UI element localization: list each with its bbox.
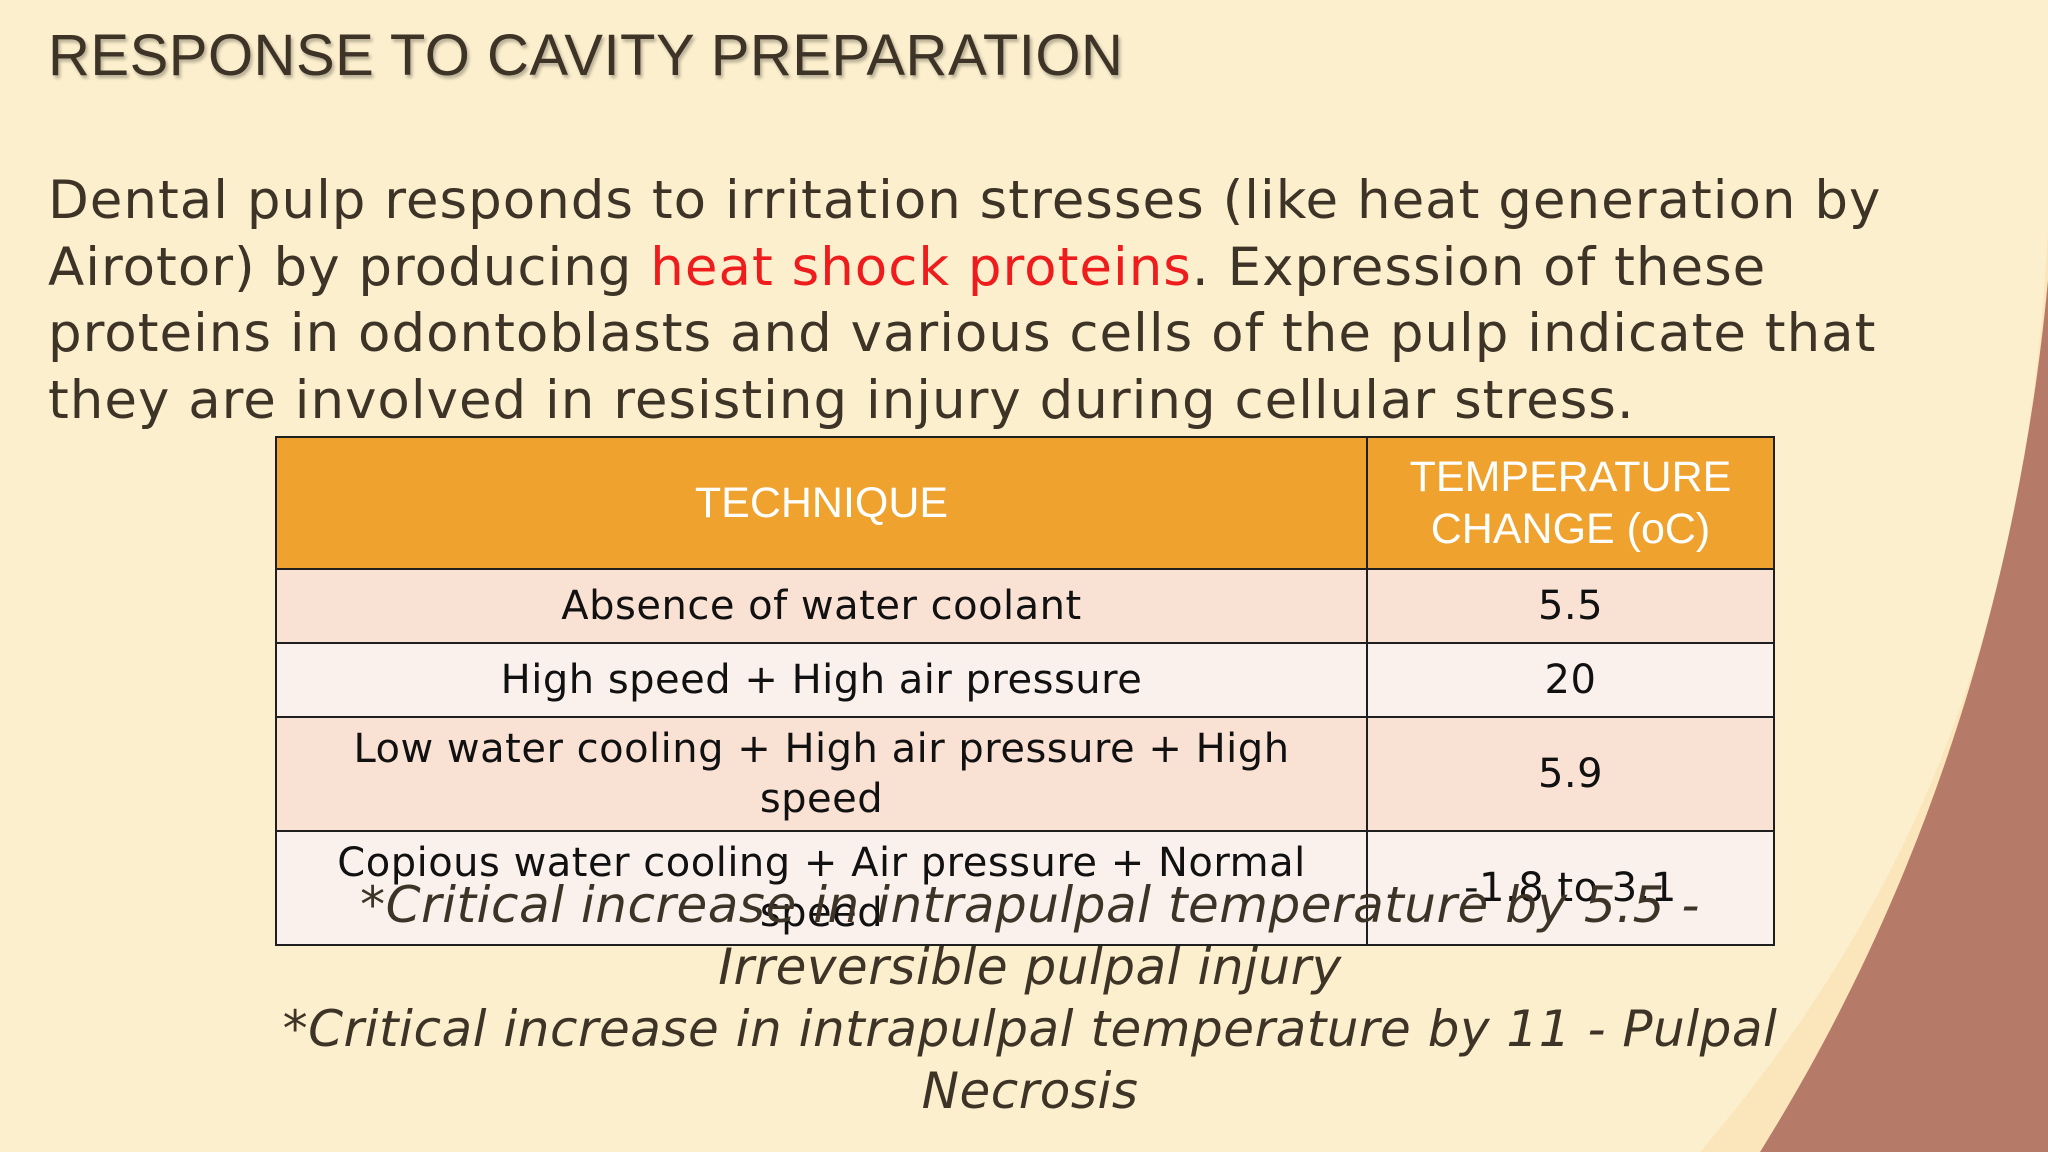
- table-row: Low water cooling + High air pressure + …: [275, 716, 1775, 832]
- intro-text-start: Dental pulp responds to irritation stres…: [48, 170, 1882, 298]
- technique-cell: Low water cooling + High air pressure + …: [275, 716, 1368, 832]
- highlight-term: heat shock proteins: [650, 236, 1192, 298]
- table-header-row: TECHNIQUE TEMPERATURE CHANGE (oC): [275, 436, 1775, 570]
- change-cell: -1.8 to 3.1: [1366, 830, 1775, 946]
- change-cell: 5.9: [1366, 716, 1775, 832]
- table-row: High speed + High air pressure 20: [275, 642, 1775, 718]
- change-cell: 20: [1366, 642, 1775, 718]
- critical-notes: *Critical increase in intrapulpal temper…: [230, 874, 1830, 1122]
- note-pulpal-necrosis: *Critical increase in intrapulpal temper…: [282, 1000, 1778, 1120]
- temperature-table: TECHNIQUE TEMPERATURE CHANGE (oC) Absenc…: [275, 436, 1775, 946]
- header-technique: TECHNIQUE: [275, 436, 1368, 570]
- slide-title: RESPONSE TO CAVITY PREPARATION: [48, 23, 1124, 88]
- intro-paragraph: Dental pulp responds to irritation stres…: [48, 168, 2008, 434]
- table-row: Copious water cooling + Air pressure + N…: [275, 830, 1775, 946]
- technique-cell: Absence of water coolant: [275, 568, 1368, 644]
- technique-cell: High speed + High air pressure: [275, 642, 1368, 718]
- header-temperature-change: TEMPERATURE CHANGE (oC): [1366, 436, 1775, 570]
- intro-text-end: . Expression of these proteins in odonto…: [48, 236, 1877, 431]
- technique-cell: Copious water cooling + Air pressure + N…: [275, 830, 1368, 946]
- change-cell: 5.5: [1366, 568, 1775, 644]
- table-row: Absence of water coolant 5.5: [275, 568, 1775, 644]
- note-irreversible-injury: *Critical increase in intrapulpal temper…: [360, 876, 1700, 996]
